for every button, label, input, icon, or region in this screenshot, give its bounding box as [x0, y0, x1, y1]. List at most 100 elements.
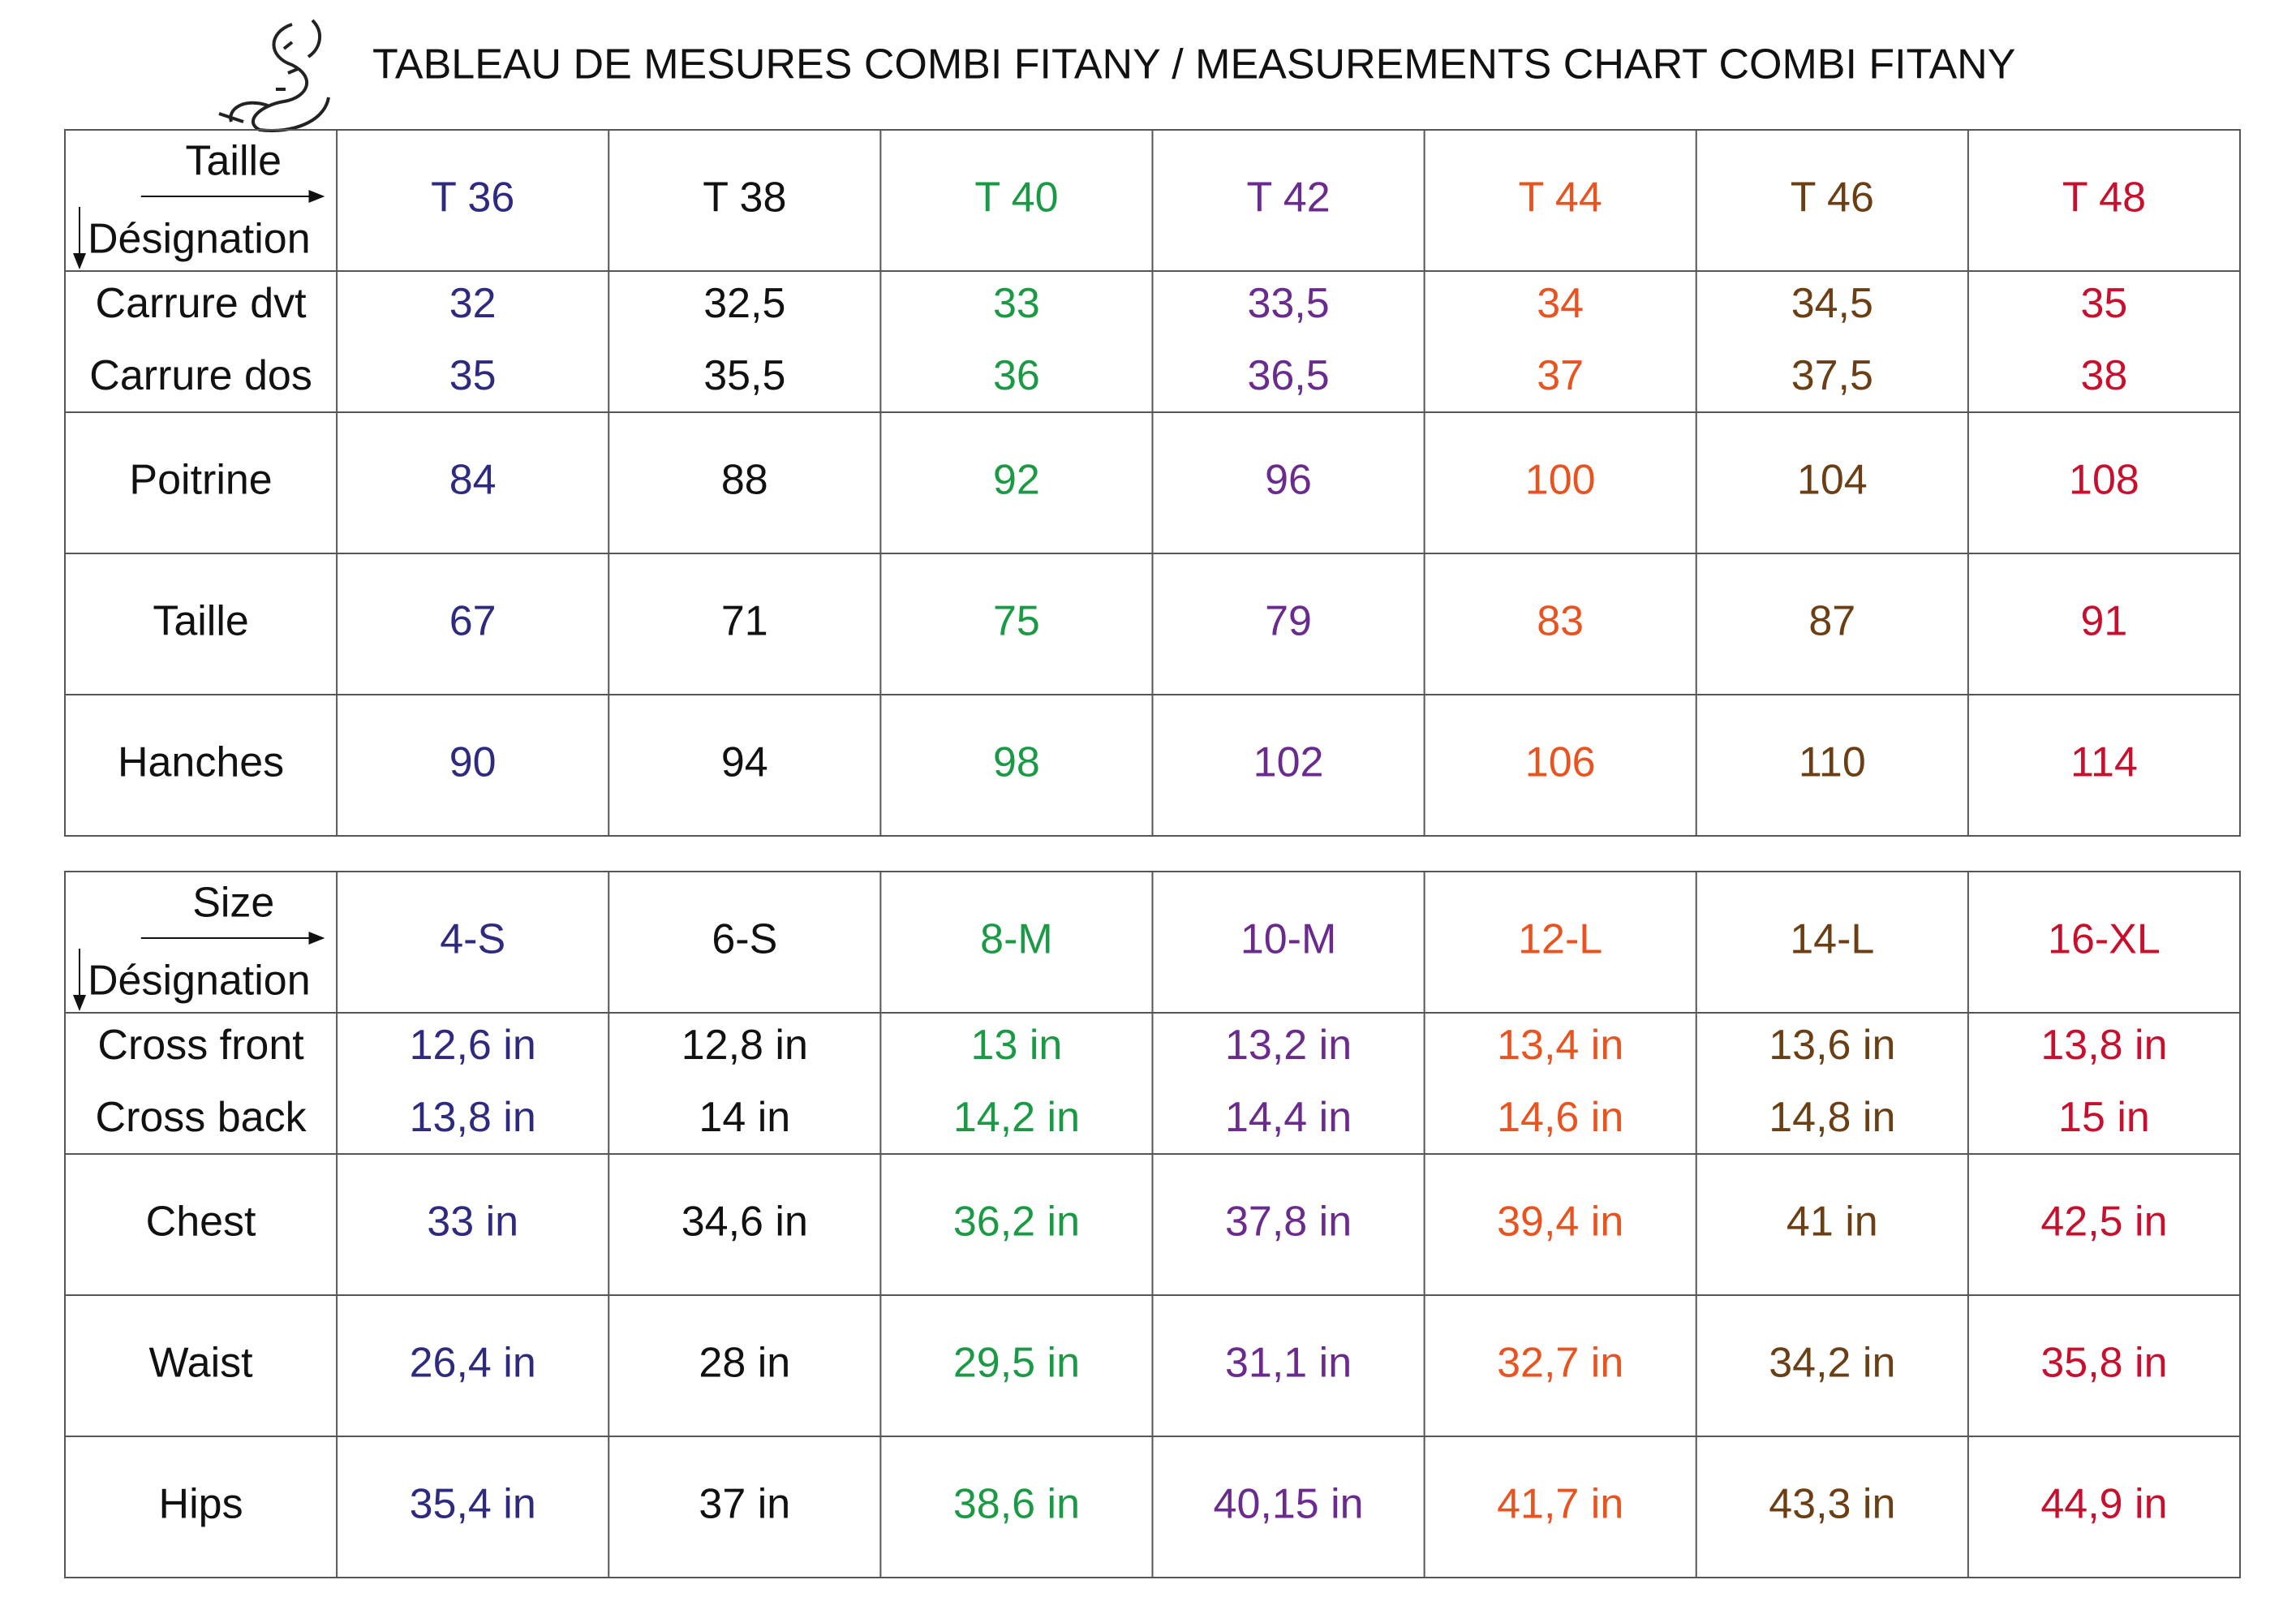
cell-value: 34,6 in	[681, 1199, 808, 1246]
cell-value: 35	[449, 352, 497, 399]
cell-value: 35,5	[703, 352, 785, 399]
column-header: T 48	[2062, 174, 2146, 222]
cell-value: 96	[1265, 457, 1312, 504]
cell-value: 13,8 in	[410, 1094, 536, 1141]
cell-value: 32	[449, 280, 497, 327]
row-label: Chest	[146, 1199, 256, 1246]
cell-value: 14,2 in	[953, 1094, 1080, 1141]
cell-value: 100	[1525, 457, 1596, 504]
row-label: Waist	[149, 1340, 254, 1387]
cell-value: 98	[993, 739, 1040, 786]
column-header: T 40	[974, 174, 1058, 222]
column-header: 12-L	[1518, 916, 1602, 963]
cell-value: 38,6 in	[953, 1481, 1080, 1528]
cell-value: 36,5	[1247, 352, 1329, 399]
cell-value: 14,8 in	[1769, 1094, 1895, 1141]
cell-value: 33 in	[427, 1199, 518, 1246]
cell-value: 37,5	[1791, 352, 1873, 399]
corner-bottom: Désignation	[88, 958, 311, 1005]
row-label: Hips	[159, 1481, 243, 1528]
cell-value: 43,3 in	[1769, 1481, 1895, 1528]
cell-value: 33	[993, 280, 1040, 327]
column-header: 6-S	[712, 916, 777, 963]
row-label: Cross front	[97, 1022, 304, 1069]
cell-value: 36,2 in	[953, 1199, 1080, 1246]
cell-value: 92	[993, 457, 1040, 504]
cell-value: 90	[449, 739, 497, 786]
cell-value: 106	[1525, 739, 1596, 786]
cell-value: 41,7 in	[1497, 1481, 1623, 1528]
cell-value: 35,4 in	[410, 1481, 536, 1528]
row-label: Cross back	[96, 1094, 307, 1141]
cell-value: 39,4 in	[1497, 1199, 1623, 1246]
cell-value: 35	[2081, 280, 2128, 327]
cell-value: 37 in	[699, 1481, 790, 1528]
cell-value: 37	[1537, 352, 1584, 399]
cell-value: 110	[1799, 739, 1866, 786]
cell-value: 28 in	[699, 1340, 790, 1387]
cell-value: 42,5 in	[2040, 1199, 2167, 1246]
cell-value: 84	[449, 457, 497, 504]
row-label: Taille	[153, 598, 249, 645]
row-label: Carrure dvt	[96, 280, 307, 327]
corner-bottom: Désignation	[88, 216, 311, 263]
row-label: Poitrine	[129, 457, 272, 504]
cell-value: 33,5	[1247, 280, 1329, 327]
cell-value: 75	[993, 598, 1040, 645]
cell-value: 104	[1797, 457, 1868, 504]
cell-value: 87	[1808, 598, 1855, 645]
logo	[218, 19, 330, 132]
cell-value: 41 in	[1786, 1199, 1878, 1246]
cell-value: 91	[2081, 598, 2128, 645]
column-header: 8-M	[980, 916, 1053, 963]
cell-value: 44,9 in	[2040, 1481, 2167, 1528]
cell-value: 67	[449, 598, 497, 645]
cell-value: 34	[1537, 280, 1584, 327]
cell-value: 15 in	[2058, 1094, 2150, 1141]
row-label: Carrure dos	[89, 352, 312, 399]
cell-value: 14,6 in	[1497, 1094, 1623, 1141]
column-header: T 44	[1519, 174, 1602, 222]
cell-value: 13,2 in	[1225, 1022, 1352, 1069]
column-header: T 36	[431, 174, 514, 222]
cell-value: 34,2 in	[1769, 1340, 1895, 1387]
cell-value: 13 in	[971, 1022, 1063, 1069]
cell-value: 32,7 in	[1497, 1340, 1623, 1387]
cell-value: 94	[721, 739, 768, 786]
cell-value: 35,8 in	[2040, 1340, 2167, 1387]
cell-value: 34,5	[1791, 280, 1873, 327]
column-header: T 42	[1247, 174, 1331, 222]
corner-top: Size	[192, 880, 274, 927]
cell-value: 38	[2081, 352, 2128, 399]
cell-value: 37,8 in	[1225, 1199, 1352, 1246]
corner-top: Taille	[186, 138, 282, 185]
cell-value: 108	[2069, 457, 2139, 504]
cell-value: 26,4 in	[410, 1340, 536, 1387]
cell-value: 13,6 in	[1769, 1022, 1895, 1069]
cell-value: 14 in	[699, 1094, 790, 1141]
cell-value: 12,6 in	[410, 1022, 536, 1069]
cell-value: 13,4 in	[1497, 1022, 1623, 1069]
column-header: T 46	[1791, 174, 1874, 222]
cell-value: 32,5	[703, 280, 785, 327]
cell-value: 13,8 in	[2040, 1022, 2167, 1069]
column-header: 4-S	[440, 916, 505, 963]
cell-value: 36	[993, 352, 1040, 399]
cell-value: 102	[1253, 739, 1324, 786]
row-label: Hanches	[118, 739, 284, 786]
cell-value: 40,15 in	[1214, 1481, 1364, 1528]
cell-value: 83	[1537, 598, 1584, 645]
cell-value: 79	[1265, 598, 1312, 645]
cell-value: 114	[2070, 739, 2138, 786]
cell-value: 12,8 in	[681, 1022, 808, 1069]
cell-value: 71	[721, 598, 768, 645]
column-header: 16-XL	[2048, 916, 2161, 963]
cell-value: 14,4 in	[1225, 1094, 1352, 1141]
cell-value: 31,1 in	[1225, 1340, 1352, 1387]
title: TABLEAU DE MESURES COMBI FITANY / MEASUR…	[372, 41, 2015, 88]
column-header: 14-L	[1790, 916, 1874, 963]
column-header: 10-M	[1240, 916, 1336, 963]
cell-value: 29,5 in	[953, 1340, 1080, 1387]
